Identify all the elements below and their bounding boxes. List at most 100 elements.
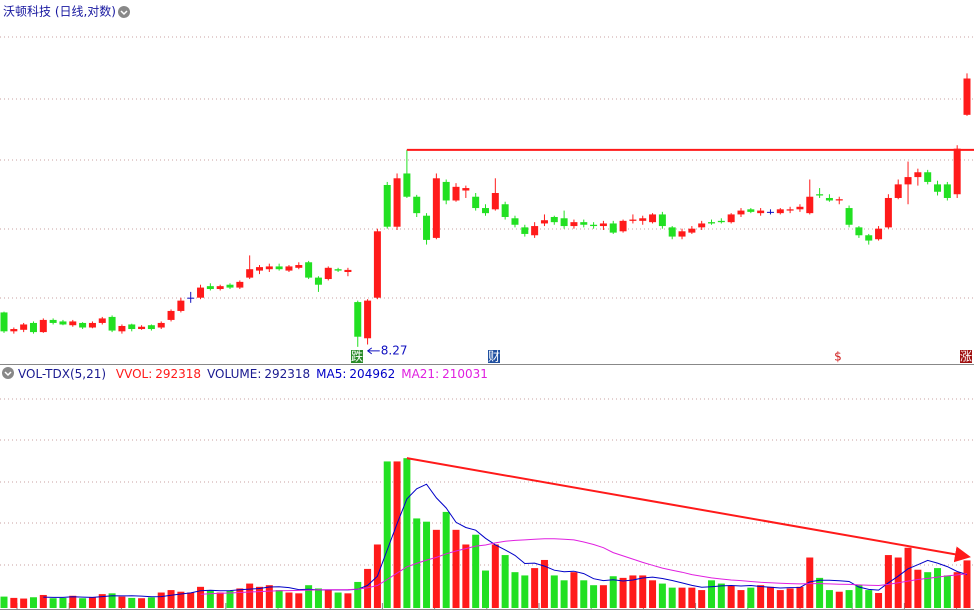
- volume-bar: [550, 575, 558, 608]
- volume-bar: [599, 585, 607, 608]
- candle-body: [953, 148, 961, 195]
- candle-body: [590, 224, 598, 227]
- menu-icon[interactable]: [2, 367, 14, 379]
- volume-bar: [88, 597, 96, 608]
- candle-body: [79, 322, 87, 328]
- volume-bar: [914, 569, 922, 608]
- candle-body: [609, 223, 617, 233]
- indicator-value: 204962: [349, 367, 395, 381]
- candle-body: [118, 325, 126, 332]
- menu-icon[interactable]: [118, 6, 130, 18]
- volume-bar: [118, 596, 126, 608]
- volume-bar: [934, 568, 942, 608]
- volume-bar: [904, 547, 912, 608]
- candle-body: [649, 214, 657, 223]
- volume-bar: [521, 575, 529, 608]
- candle-body: [766, 211, 774, 213]
- title-menu-button[interactable]: [118, 6, 130, 18]
- volume-bar: [314, 588, 322, 608]
- candle-body: [501, 204, 509, 217]
- volume-bar: [629, 575, 637, 608]
- candle-body: [197, 287, 205, 298]
- candle-body: [10, 329, 18, 332]
- volume-bar: [0, 596, 8, 608]
- volume-header: VOL-TDX(5,21) VVOL: 292318 VOLUME: 292318 MA…: [18, 367, 488, 381]
- volume-bar: [147, 597, 155, 608]
- candle-body: [550, 216, 558, 223]
- volume-bar: [59, 597, 67, 608]
- candle-body: [855, 227, 863, 236]
- candle-body: [688, 228, 696, 233]
- candle-body: [698, 223, 706, 228]
- indicator-name: VOLUME:: [207, 367, 261, 381]
- volume-bar: [49, 598, 57, 608]
- volume-bar: [275, 590, 283, 608]
- candle-body: [128, 324, 136, 330]
- candle-body: [865, 235, 873, 241]
- candle-body: [423, 215, 431, 240]
- low-label: 8.27: [381, 343, 408, 357]
- candle-body: [344, 269, 352, 272]
- volume-bar: [531, 568, 539, 608]
- candle-body: [295, 265, 303, 268]
- volume-bar: [796, 586, 804, 608]
- volume-bar: [835, 591, 843, 608]
- volume-bar: [462, 544, 470, 608]
- volume-bar: [187, 592, 195, 608]
- volume-bar: [875, 593, 883, 608]
- volume-bar: [737, 590, 745, 608]
- indicator-value: 292318: [264, 367, 310, 381]
- candle-body: [629, 219, 637, 221]
- candle-body: [187, 297, 195, 299]
- volume-bar: [255, 586, 263, 608]
- volume-title: VOL-TDX(5,21): [18, 367, 106, 381]
- indicator-value: 210031: [442, 367, 488, 381]
- low-arrow: [366, 347, 380, 355]
- candle-body: [177, 300, 185, 311]
- volume-bar: [354, 581, 362, 608]
- volume-bar: [285, 592, 293, 608]
- chevron: [120, 10, 128, 16]
- volume-bar: [727, 586, 735, 608]
- candle-body: [98, 318, 106, 323]
- event-marker: [960, 350, 972, 363]
- volume-bar: [246, 583, 254, 608]
- candle-body: [482, 208, 489, 214]
- candle-body: [393, 178, 401, 227]
- candle-body: [511, 218, 519, 225]
- indicator-value: 292318: [155, 367, 201, 381]
- candle-body: [285, 266, 293, 271]
- candle-body: [737, 210, 745, 215]
- volume-menu-button[interactable]: [2, 367, 14, 379]
- candle-body: [668, 227, 676, 237]
- volume-bar: [236, 588, 244, 608]
- volume-bar: [884, 555, 892, 608]
- volume-bar: [501, 555, 509, 608]
- candle-body: [796, 206, 804, 210]
- event-marker: [488, 350, 500, 363]
- volume-bar: [265, 585, 273, 608]
- chart-title: 沃顿科技 (日线,对数): [3, 4, 116, 19]
- volume-bar: [855, 585, 863, 608]
- volume-bar: [786, 588, 794, 608]
- volume-bar: [540, 559, 548, 608]
- volume-bar: [953, 572, 961, 608]
- candle-body: [59, 321, 67, 325]
- volume-bar: [138, 598, 146, 608]
- chevron: [4, 371, 12, 377]
- candle-body: [786, 209, 794, 211]
- candle-body: [914, 172, 922, 178]
- candle-body: [708, 222, 716, 224]
- volume-bar: [295, 593, 303, 608]
- candle-body: [531, 226, 539, 236]
- candle-body: [432, 178, 440, 238]
- candle-body: [324, 267, 332, 280]
- volume-bar: [364, 568, 372, 608]
- volume-bar: [688, 587, 696, 608]
- volume-bar: [560, 580, 568, 608]
- candle-body: [580, 222, 588, 225]
- volume-bar: [10, 597, 18, 608]
- volume-bar: [580, 580, 588, 608]
- volume-bar: [963, 560, 971, 608]
